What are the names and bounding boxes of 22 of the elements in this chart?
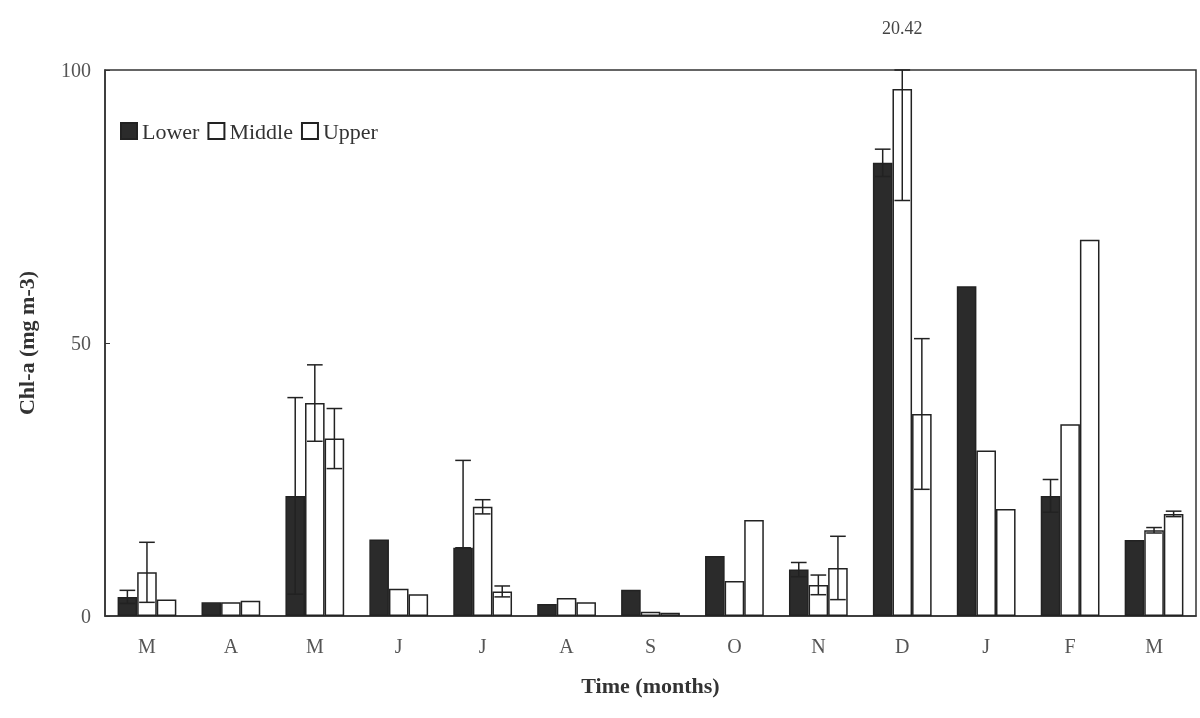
y-axis-title: Chl-a (mg m-3) [13,270,39,416]
x-tick-label: N [811,635,826,657]
legend-label: Middle [229,118,293,144]
x-tick-label: M [1145,635,1164,657]
x-tick-label: F [1064,635,1076,657]
x-tick-label: M [305,635,324,657]
x-tick-label: A [559,635,575,657]
y-tick-label: 100 [61,59,91,81]
x-tick-label: O [727,635,742,657]
x-tick-label: J [478,635,487,657]
legend-label: Lower [142,118,201,144]
x-tick-label: D [895,635,910,657]
x-tick-label: J [982,635,991,657]
x-tick-label: S [644,635,657,657]
y-tick-label: 50 [71,332,91,354]
x-tick-label: J [394,635,403,657]
x-tick-label: A [223,635,239,657]
legend-label: Upper [322,118,379,144]
x-tick-label: M [138,635,157,657]
annotation: 20.42 [882,18,923,38]
x-axis-title: Time (months) [581,672,720,698]
y-tick-label: 0 [81,605,91,627]
